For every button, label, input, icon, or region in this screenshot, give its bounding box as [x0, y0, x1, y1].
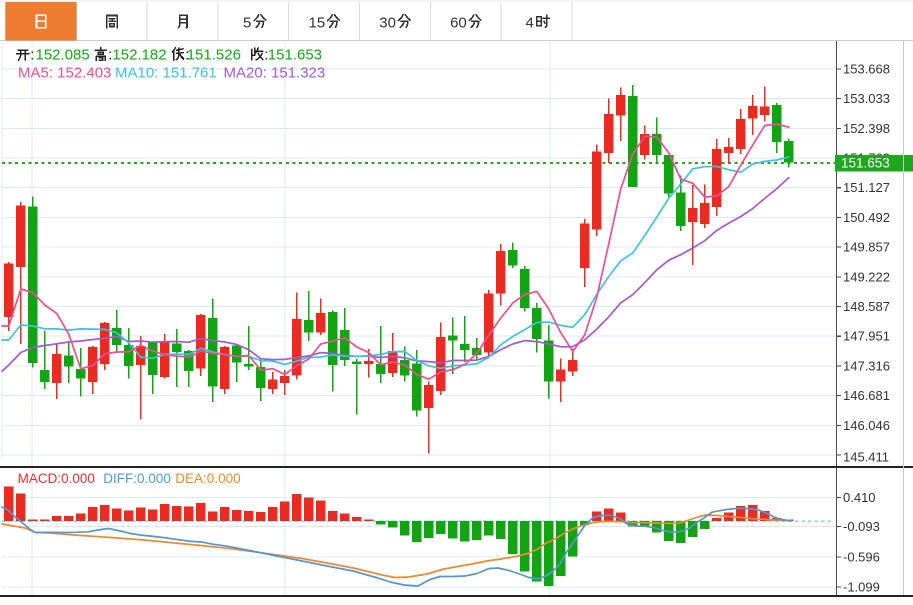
svg-text::: :	[264, 47, 268, 64]
svg-text:153.668: 153.668	[843, 61, 890, 76]
svg-text:151.526: 151.526	[187, 47, 241, 64]
svg-text:15: 15	[309, 15, 326, 32]
svg-text:145.411: 145.411	[843, 450, 889, 465]
svg-text:149.222: 149.222	[843, 269, 890, 284]
svg-text:151.653: 151.653	[841, 155, 890, 170]
svg-text:147.951: 147.951	[843, 329, 890, 344]
svg-text:0.410: 0.410	[843, 490, 876, 505]
svg-text:-1.099: -1.099	[843, 580, 880, 595]
svg-text:146.046: 146.046	[843, 418, 890, 433]
svg-text:152.182: 152.182	[112, 47, 166, 64]
svg-text:-0.093: -0.093	[843, 519, 880, 534]
svg-text:149.857: 149.857	[843, 240, 890, 255]
svg-text:152.085: 152.085	[36, 47, 90, 64]
svg-text:MA20: 151.323: MA20: 151.323	[224, 65, 326, 82]
svg-text:150.492: 150.492	[843, 210, 890, 225]
svg-text::: :	[30, 47, 34, 64]
svg-text:151.653: 151.653	[268, 47, 322, 64]
svg-text:MA5: 152.403: MA5: 152.403	[18, 65, 111, 82]
svg-text:151.127: 151.127	[843, 180, 890, 195]
svg-text:-0.596: -0.596	[843, 549, 880, 564]
svg-text:MACD:0.000: MACD:0.000	[18, 471, 95, 486]
svg-text:DEA:0.000: DEA:0.000	[175, 471, 240, 486]
svg-text:60: 60	[450, 15, 467, 32]
svg-text:4: 4	[526, 15, 534, 32]
svg-text:5: 5	[243, 15, 251, 32]
svg-text:147.316: 147.316	[843, 358, 890, 373]
svg-text::: :	[108, 47, 112, 64]
svg-text::: :	[185, 47, 189, 64]
svg-text:MA10: 151.761: MA10: 151.761	[115, 65, 217, 82]
svg-text:30: 30	[379, 15, 396, 32]
svg-text:146.681: 146.681	[843, 388, 890, 403]
svg-text:148.587: 148.587	[843, 299, 890, 314]
svg-text:152.398: 152.398	[843, 121, 890, 136]
svg-text:DIFF:0.000: DIFF:0.000	[103, 471, 171, 486]
svg-text:153.033: 153.033	[843, 91, 890, 106]
